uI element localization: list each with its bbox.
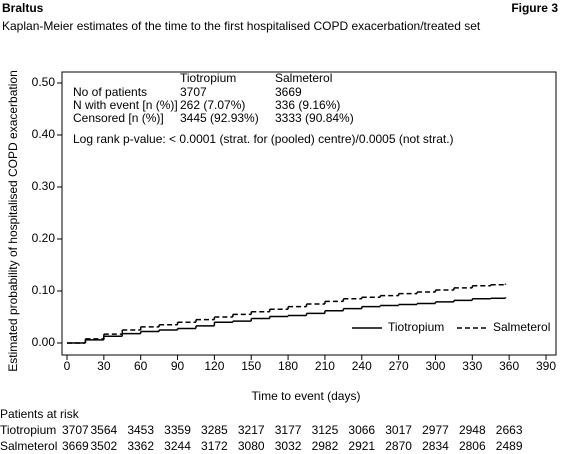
x-tick-label: 270	[389, 359, 409, 373]
summary-cell: 3333 (90.84%)	[275, 111, 354, 125]
x-tick-label: 0	[64, 359, 71, 373]
risk-value: 3359	[164, 423, 191, 437]
summary-cell: 3669	[275, 85, 302, 99]
y-tick-label: 0.40	[32, 127, 56, 141]
risk-value: 2834	[422, 439, 449, 453]
x-tick-label: 300	[425, 359, 445, 373]
risk-value: 2663	[496, 423, 523, 437]
summary-note: Log rank p-value: < 0.0001 (strat. for (…	[73, 132, 454, 146]
x-tick-label: 30	[97, 359, 111, 373]
x-tick-label: 90	[171, 359, 185, 373]
risk-value: 3017	[385, 423, 412, 437]
x-tick-label: 390	[536, 359, 556, 373]
risk-value: 3707	[62, 423, 89, 437]
risk-value: 3080	[238, 439, 265, 453]
summary-column: Tiotropium	[180, 71, 236, 85]
risk-value: 2870	[385, 439, 412, 453]
legend-label: Tiotropium	[388, 320, 444, 334]
y-tick-label: 0.50	[32, 75, 56, 89]
risk-value: 2489	[496, 439, 523, 453]
plot-frame	[61, 71, 557, 356]
legend-label: Salmeterol	[493, 320, 550, 334]
y-tick-label: 0.00	[32, 335, 56, 349]
risk-value: 2977	[422, 423, 449, 437]
risk-value: 2948	[459, 423, 486, 437]
risk-value: 3285	[201, 423, 228, 437]
summary-cell: N with event [n (%)]	[73, 98, 178, 112]
x-tick-label: 150	[241, 359, 261, 373]
summary-cell: 262 (7.07%)	[180, 98, 245, 112]
risk-value: 3453	[127, 423, 154, 437]
header-right: Figure 3	[511, 1, 558, 15]
risk-value: 2921	[348, 439, 375, 453]
risk-value: 3362	[127, 439, 154, 453]
x-tick-label: 210	[315, 359, 335, 373]
risk-row-name: Salmeterol	[0, 439, 57, 453]
risk-value: 3172	[201, 439, 228, 453]
x-tick-label: 360	[499, 359, 519, 373]
risk-value: 3125	[312, 423, 339, 437]
summary-cell: Censored [n (%)]	[73, 111, 164, 125]
risk-value: 3244	[164, 439, 191, 453]
summary-cell: 336 (9.16%)	[275, 98, 340, 112]
x-tick-label: 180	[278, 359, 298, 373]
risk-value: 2982	[312, 439, 339, 453]
header-left: Braltus	[2, 1, 44, 15]
risk-value: 3032	[275, 439, 302, 453]
summary-column: Salmeterol	[275, 71, 332, 85]
summary-cell: 3445 (92.93%)	[180, 111, 259, 125]
y-tick-label: 0.20	[32, 231, 56, 245]
x-tick-label: 240	[352, 359, 372, 373]
risk-value: 2806	[459, 439, 486, 453]
risk-value: 3502	[90, 439, 117, 453]
x-tick-label: 60	[134, 359, 148, 373]
summary-cell: 3707	[180, 85, 207, 99]
x-tick-label: 120	[204, 359, 224, 373]
summary-cell: No of patients	[73, 85, 147, 99]
y-tick-label: 0.30	[32, 179, 56, 193]
x-tick-label: 330	[462, 359, 482, 373]
risk-value: 3669	[62, 439, 89, 453]
risk-value: 3564	[90, 423, 117, 437]
x-axis-label: Time to event (days)	[252, 389, 361, 403]
risk-title: Patients at risk	[0, 407, 80, 421]
risk-value: 3217	[238, 423, 265, 437]
y-tick-label: 0.10	[32, 283, 56, 297]
risk-value: 3177	[275, 423, 302, 437]
y-axis-label: Estimated probability of hospitalised CO…	[6, 70, 20, 372]
chart-title: Kaplan-Meier estimates of the time to th…	[2, 19, 481, 33]
risk-value: 3066	[348, 423, 375, 437]
risk-row-name: Tiotropium	[0, 423, 56, 437]
